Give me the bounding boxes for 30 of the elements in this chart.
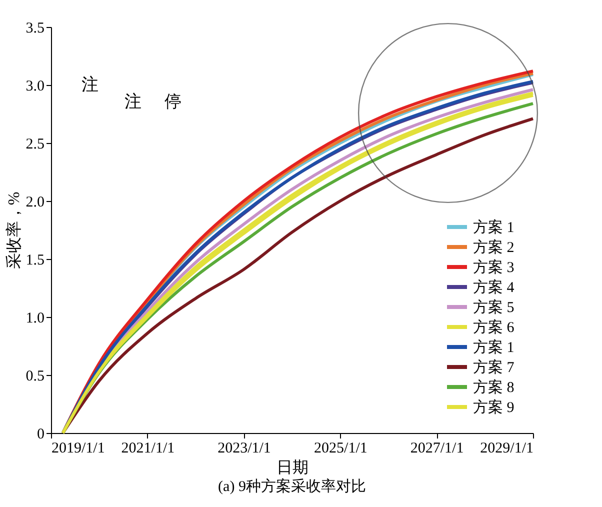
legend-label: 方案 3 [473, 259, 514, 276]
x-tick-label: 2029/1/1 [480, 440, 534, 456]
legend-label: 方案 2 [473, 239, 514, 256]
x-tick-label: 2025/1/1 [314, 440, 368, 456]
legend-label: 方案 7 [473, 359, 515, 376]
x-tick-label: 2019/1/1 [52, 440, 105, 456]
y-tick-label: 1.0 [26, 310, 44, 326]
y-tick-label: 0.5 [26, 368, 44, 384]
legend-label: 方案 8 [473, 379, 514, 396]
legend-label: 方案 1 [473, 339, 514, 356]
legend-label: 方案 1 [473, 219, 514, 236]
y-tick-label: 2.5 [26, 136, 44, 152]
y-tick-label: 3.5 [26, 20, 44, 36]
y-tick-label: 1.5 [26, 252, 44, 268]
y-tick-label: 3.0 [26, 78, 44, 94]
legend-label: 方案 9 [473, 399, 514, 416]
x-tick-label: 2021/1/1 [121, 440, 175, 456]
x-tick-label: 2023/1/1 [218, 440, 271, 456]
annotation: 注 [82, 75, 98, 94]
x-tick-label: 2027/1/1 [410, 440, 464, 456]
y-tick-label: 0 [37, 426, 44, 442]
legend-label: 方案 5 [473, 299, 514, 316]
annotation: 停 [164, 92, 182, 111]
x-axis-title: 日期 [276, 458, 308, 476]
legend-label: 方案 4 [473, 279, 515, 296]
text: (a) 9种方案采收率对比 [218, 478, 366, 495]
y-axis-title: 采收率，% [4, 192, 23, 270]
legend-label: 方案 6 [473, 319, 515, 336]
y-tick-label: 2.0 [26, 194, 44, 210]
annotation: 注 [124, 92, 142, 111]
